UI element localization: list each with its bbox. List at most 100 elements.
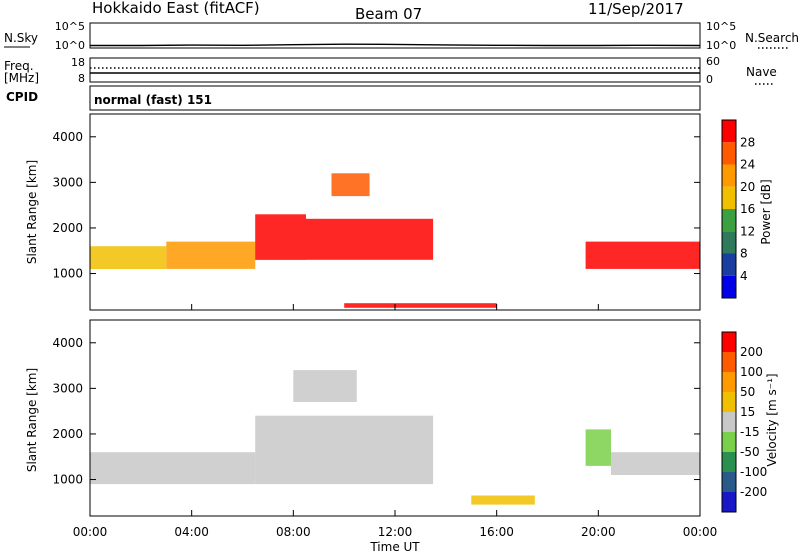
echo-band-3	[471, 495, 535, 505]
y-tick-label: 4000	[52, 130, 83, 144]
freq-label: Freq.	[4, 59, 34, 73]
colorbar-tick-label: 24	[740, 158, 755, 172]
noise-sky-label: N.Sky	[4, 31, 38, 45]
colorbar-tick-label: -200	[740, 485, 767, 499]
colorbar-swatch	[722, 142, 736, 165]
colorbar-swatch	[722, 275, 736, 299]
echo-band-6	[585, 241, 700, 269]
colorbar-tick-label: 200	[740, 345, 763, 359]
colorbar-tick-label: 100	[740, 365, 763, 379]
echo-band-2	[255, 214, 306, 260]
nave-label: Nave	[746, 65, 777, 79]
echo-band-2	[293, 370, 357, 402]
colorbar-swatch	[722, 209, 736, 232]
echo-band-4	[585, 429, 611, 466]
date-label: 11/Sep/2017	[588, 0, 684, 18]
y-tick-label: 3000	[52, 381, 83, 395]
colorbar-swatch	[722, 432, 736, 452]
power-data-layer	[90, 173, 700, 308]
colorbar-swatch	[722, 492, 736, 512]
echo-band-1	[166, 241, 256, 269]
x-tick-label: 08:00	[276, 525, 311, 539]
colorbar-swatch	[722, 392, 736, 412]
colorbar-tick-label: 15	[740, 405, 755, 419]
x-tick-label: 00:00	[683, 525, 718, 539]
y-tick-label: 2000	[52, 221, 83, 235]
colorbar-swatch	[722, 120, 736, 143]
velocity-panel: 4000 3000 2000 1000 Slant Range [km] 200 100…	[25, 304, 779, 554]
colorbar-tick-label: 28	[740, 135, 755, 149]
velocity-data-layer	[90, 370, 700, 505]
freq-tick-top: 18	[71, 56, 85, 69]
noise-left-tick-top: 10^5	[55, 20, 85, 33]
frequency-panel-frame	[89, 57, 701, 83]
colorbar-tick-label: 50	[740, 385, 755, 399]
power-panel: 4000 3000 2000 1000 Slant Range [km] 28 24 20…	[25, 113, 773, 311]
x-tick-label: 04:00	[174, 525, 209, 539]
freq-tick-bottom: 8	[78, 72, 85, 85]
velocity-y-axis: 4000 3000 2000 1000	[52, 336, 700, 487]
power-y-axis-label: Slant Range [km]	[25, 160, 39, 264]
power-y-axis: 4000 3000 2000 1000	[52, 130, 700, 281]
noise-left-tick-bottom: 10^0	[55, 39, 85, 52]
colorbar-tick-label: 16	[740, 202, 755, 216]
beam-label: Beam 07	[355, 5, 422, 23]
colorbar-tick-label: 8	[740, 247, 748, 261]
velocity-colorbar-label: Velocity [m s⁻¹]	[765, 373, 779, 466]
velocity-y-axis-label: Slant Range [km]	[25, 368, 39, 472]
power-colorbar-label: Power [dB]	[759, 179, 773, 244]
colorbar-tick-label: -15	[740, 425, 760, 439]
noise-right-tick-bottom: 10^0	[706, 39, 736, 52]
noise-right-tick-top: 10^5	[706, 20, 736, 33]
time-x-axis: 00:00 04:00 08:00 12:00 16:00 20:00 00:00	[73, 304, 718, 539]
colorbar-tick-label: -50	[740, 445, 760, 459]
colorbar-swatch	[722, 472, 736, 492]
colorbar-swatch	[722, 412, 736, 432]
colorbar-frame	[721, 119, 737, 299]
y-tick-label: 4000	[52, 336, 83, 350]
colorbar-swatch	[722, 332, 736, 352]
colorbar-swatch	[722, 253, 736, 276]
plot-title: Hokkaido East (fitACF)	[92, 0, 260, 17]
colorbar-tick-label: -100	[740, 465, 767, 479]
colorbar-swatch	[722, 452, 736, 472]
colorbar-tick-label: 12	[740, 224, 755, 238]
noise-panel-frame	[89, 22, 701, 49]
echo-band-3	[306, 218, 434, 260]
colorbar-swatch	[722, 352, 736, 372]
y-tick-label: 1000	[52, 473, 83, 487]
nave-tick-bottom: 0	[706, 73, 713, 86]
noise-sky-series	[90, 43, 701, 47]
colorbar-tick-label: 20	[740, 180, 755, 194]
nave-tick-top: 60	[706, 55, 720, 68]
x-tick-label: 12:00	[378, 525, 413, 539]
cpid-panel: normal (fast) 151	[89, 85, 701, 111]
colorbar-swatch	[722, 164, 736, 187]
velocity-colorbar: 200 100 50 15 -15 -50 -100 -200	[721, 331, 767, 513]
x-tick-label: 16:00	[479, 525, 514, 539]
colorbar-swatch	[722, 231, 736, 254]
freq-unit-label: [MHz]	[4, 71, 39, 85]
x-tick-label: 20:00	[581, 525, 616, 539]
y-tick-label: 3000	[52, 175, 83, 189]
cpid-mode-text: normal (fast) 151	[94, 93, 212, 107]
echo-band-5	[344, 303, 497, 308]
echo-band-0	[90, 246, 167, 269]
colorbar-frame	[721, 331, 737, 513]
cpid-panel-frame	[89, 85, 701, 111]
echo-band-5	[611, 452, 700, 475]
power-panel-frame	[89, 113, 701, 311]
echo-band-1	[255, 415, 434, 485]
cpid-label: CPID	[6, 90, 38, 104]
x-tick-label: 00:00	[73, 525, 108, 539]
power-colorbar: 28 24 20 16 12 8 4	[721, 119, 755, 299]
colorbar-swatch	[722, 372, 736, 392]
y-tick-label: 2000	[52, 427, 83, 441]
colorbar-swatch	[722, 186, 736, 210]
frequency-panel: Freq. [MHz] 18 8 60 0 Nave CPID	[4, 55, 777, 104]
noise-panel: N.Sky 10^5 10^0 10^5 10^0 N.Search	[4, 20, 799, 52]
noise-search-label: N.Search	[745, 31, 799, 45]
colorbar-tick-label: 4	[740, 269, 748, 283]
echo-band-0	[90, 452, 256, 485]
